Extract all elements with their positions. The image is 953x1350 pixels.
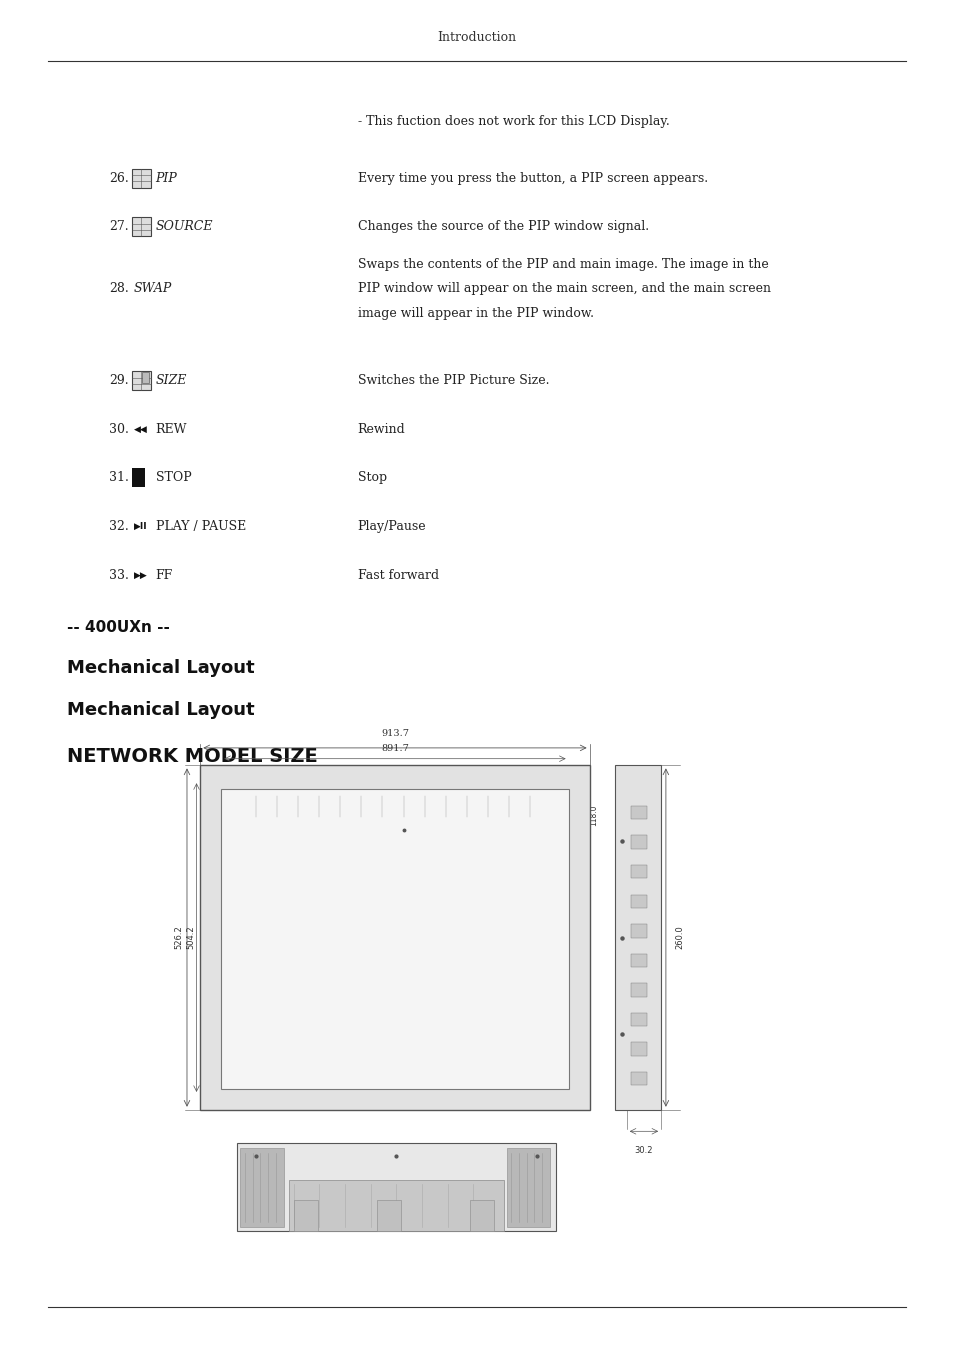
Bar	[376, 1200, 400, 1231]
Text: image will appear in the PIP window.: image will appear in the PIP window.	[357, 306, 593, 320]
Bar	[631, 923, 647, 937]
Text: 30.2: 30.2	[634, 1146, 653, 1156]
Text: 504.2: 504.2	[187, 926, 195, 949]
Text: NETWORK MODEL SIZE: NETWORK MODEL SIZE	[67, 747, 317, 765]
Text: FF: FF	[155, 568, 172, 582]
Text: Changes the source of the PIP window signal.: Changes the source of the PIP window sig…	[357, 220, 648, 234]
Bar	[631, 1012, 647, 1026]
Bar	[615, 765, 660, 1110]
Text: STOP: STOP	[155, 471, 191, 485]
Bar	[631, 983, 647, 996]
Text: 26.: 26.	[109, 171, 129, 185]
Bar	[506, 1148, 550, 1227]
Text: 33.: 33.	[109, 568, 129, 582]
Text: 526.2: 526.2	[174, 926, 183, 949]
Text: Mechanical Layout: Mechanical Layout	[67, 701, 254, 720]
Text: 118.0: 118.0	[589, 805, 598, 826]
Text: 30.: 30.	[109, 423, 129, 436]
Text: 29.: 29.	[109, 374, 129, 387]
Bar	[132, 169, 151, 188]
Text: ▶II: ▶II	[134, 522, 148, 531]
Text: Rewind: Rewind	[357, 423, 405, 436]
Text: Play/Pause: Play/Pause	[357, 520, 426, 533]
Text: Introduction: Introduction	[437, 31, 516, 45]
Text: Mechanical Layout: Mechanical Layout	[67, 659, 254, 678]
Text: 59.5: 59.5	[578, 796, 586, 814]
Bar	[631, 865, 647, 879]
Bar	[631, 1072, 647, 1085]
Text: SWAP: SWAP	[133, 282, 172, 296]
Text: PIP: PIP	[155, 171, 177, 185]
Bar	[631, 836, 647, 849]
Text: Fast forward: Fast forward	[357, 568, 438, 582]
Text: 32.: 32.	[109, 520, 129, 533]
Text: 27.: 27.	[109, 220, 129, 234]
Text: 913.7: 913.7	[380, 729, 409, 738]
Text: ◀◀: ◀◀	[134, 425, 148, 433]
Bar	[132, 371, 151, 390]
Bar	[236, 1143, 556, 1231]
Bar	[141, 373, 149, 382]
Text: 31.: 31.	[109, 471, 129, 485]
Bar	[132, 468, 145, 487]
Bar	[631, 895, 647, 909]
Bar	[132, 217, 151, 236]
Bar	[631, 953, 647, 967]
Text: Every time you press the button, a PIP screen appears.: Every time you press the button, a PIP s…	[357, 171, 707, 185]
Text: Switches the PIP Picture Size.: Switches the PIP Picture Size.	[357, 374, 549, 387]
Bar	[294, 1200, 317, 1231]
Text: REW: REW	[155, 423, 187, 436]
Bar	[240, 1148, 284, 1227]
Text: ▶▶: ▶▶	[134, 571, 148, 579]
Text: Swaps the contents of the PIP and main image. The image in the: Swaps the contents of the PIP and main i…	[357, 258, 768, 271]
Text: Stop: Stop	[357, 471, 387, 485]
Bar	[200, 765, 589, 1110]
Text: SIZE: SIZE	[155, 374, 187, 387]
Bar	[246, 791, 560, 840]
Text: 260.0: 260.0	[675, 926, 683, 949]
Text: -- 400UXn --: -- 400UXn --	[67, 620, 170, 636]
Text: PLAY / PAUSE: PLAY / PAUSE	[155, 520, 246, 533]
Text: SOURCE: SOURCE	[155, 220, 213, 234]
Text: 891.7: 891.7	[380, 744, 409, 753]
Text: 28.: 28.	[109, 282, 129, 296]
Bar	[470, 1200, 494, 1231]
Text: - This fuction does not work for this LCD Display.: - This fuction does not work for this LC…	[357, 115, 669, 128]
Bar	[631, 1042, 647, 1056]
Bar	[289, 1180, 503, 1231]
Text: PIP window will appear on the main screen, and the main screen: PIP window will appear on the main scree…	[357, 282, 770, 296]
Bar	[221, 790, 568, 1089]
Bar	[631, 806, 647, 819]
Bar	[252, 792, 555, 819]
